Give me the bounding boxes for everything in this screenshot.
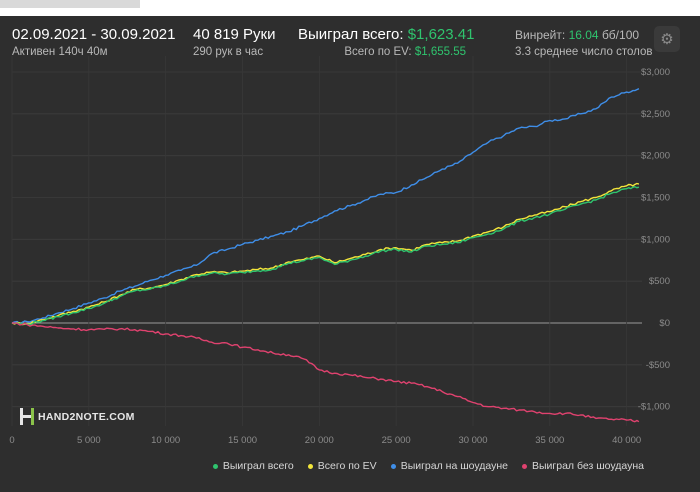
x-tick-label: 0: [9, 435, 14, 446]
series-line-0: [11, 88, 640, 325]
winrate-value: 16.04: [568, 28, 599, 42]
avg-tables: 3.3 среднее число столов: [515, 46, 653, 58]
y-tick-label: $0: [659, 318, 670, 329]
hand2note-logo: HAND2NOTE.COM: [20, 408, 135, 425]
x-tick-label: 25 000: [382, 435, 411, 446]
x-tick-label: 35 000: [535, 435, 564, 446]
x-tick-label: 5 000: [77, 435, 101, 446]
legend-item-2[interactable]: Выиграл на шоудауне: [390, 460, 508, 472]
y-tick-label: $1,500: [641, 193, 670, 204]
won-total-label: Выиграл всего:: [298, 26, 404, 43]
top-strip: [0, 0, 140, 8]
x-tick-label: 10 000: [151, 435, 180, 446]
hand2note-logo-icon: [20, 408, 34, 425]
series-line-3: [11, 322, 640, 423]
winrate: Винрейт: 16.04 бб/100: [515, 28, 639, 42]
x-tick-label: 20 000: [305, 435, 334, 446]
winrate-label: Винрейт:: [515, 28, 566, 42]
won-total: Выиграл всего: $1,623.41: [298, 26, 474, 43]
hands-count: 40 819 Руки: [193, 26, 276, 43]
y-tick-label: $3,000: [641, 67, 670, 78]
gear-icon[interactable]: ⚙: [654, 26, 680, 52]
ev-total-label: Всего по EV:: [344, 46, 412, 58]
series-line-2: [11, 186, 640, 326]
legend-item-0[interactable]: Выиграл всего: [212, 460, 294, 472]
legend-label: Выиграл на шоудауне: [400, 460, 508, 472]
y-tick-label: $500: [649, 276, 670, 287]
x-axis-ticks: 0 5 000 10 000 15 000 20 000 25 000 30 000 35 0…: [9, 435, 641, 446]
y-tick-label: -$500: [646, 360, 670, 371]
results-panel: 02.09.2021 - 30.09.2021 Активен 140ч 40м…: [0, 16, 700, 492]
legend-item-1[interactable]: Всего по EV: [307, 460, 377, 472]
x-tick-label: 30 000: [458, 435, 487, 446]
legend-dot-icon: [307, 463, 313, 469]
legend-dot-icon: [390, 463, 396, 469]
date-range[interactable]: 02.09.2021 - 30.09.2021: [12, 26, 176, 43]
chart-legend: Выиграл всего Всего по EV Выиграл на шоуда…: [200, 460, 644, 472]
legend-label: Всего по EV: [317, 460, 377, 472]
y-tick-label: $2,500: [641, 109, 670, 120]
legend-item-3[interactable]: Выиграл без шоудауна: [522, 460, 644, 472]
y-tick-label: $1,000: [641, 234, 670, 245]
ev-total-value: $1,655.55: [414, 46, 466, 58]
legend-label: Выиграл без шоудауна: [532, 460, 644, 472]
y-tick-label: -$1,000: [638, 402, 670, 413]
x-tick-label: 40 000: [612, 435, 641, 446]
legend-dot-icon: [522, 463, 527, 469]
won-total-value: $1,623.41: [407, 26, 475, 43]
legend-dot-icon: [212, 463, 218, 469]
series-line-1: [11, 182, 640, 326]
winrate-suffix: бб/100: [601, 28, 640, 42]
chart-grid: [11, 56, 642, 426]
chart-plot: 0 5 000 10 000 15 000 20 000 25 000 30 000 35 0…: [9, 56, 670, 446]
ev-total: Всего по EV: $1,655.55: [330, 46, 466, 58]
y-axis-ticks: $3,000 $2,500 $2,000 $1,500 $1,000 $500 $0 -$50…: [638, 67, 670, 413]
hands-per-hour: 290 рук в час: [193, 46, 264, 58]
logo-text: HAND2NOTE.COM: [38, 410, 135, 423]
x-tick-label: 15 000: [228, 435, 257, 446]
legend-label: Выиграл всего: [222, 460, 294, 472]
chart-series: [11, 88, 640, 423]
active-time: Активен 140ч 40м: [12, 46, 108, 58]
y-tick-label: $2,000: [641, 151, 670, 162]
